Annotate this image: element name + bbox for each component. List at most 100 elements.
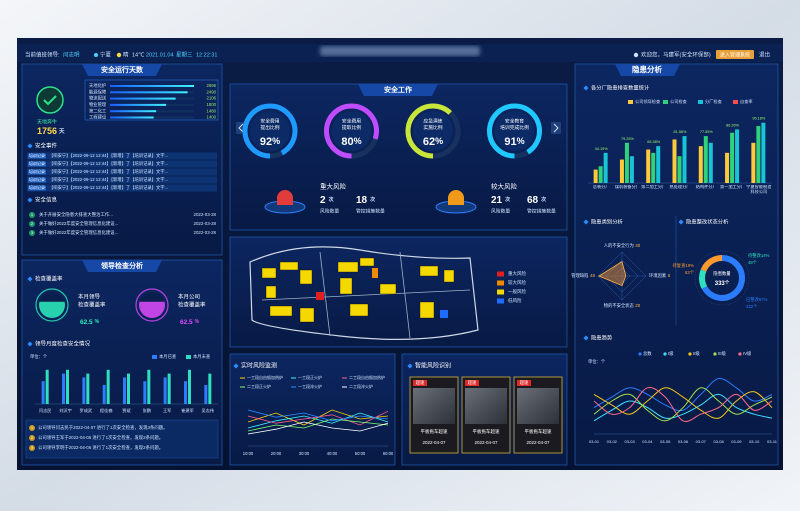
- value-text: 物的不安全状态 20: [604, 302, 641, 309]
- label: 检查覆盖率: [35, 274, 63, 282]
- x-tick-label: 程佳楠: [100, 407, 113, 414]
- section-icon: [583, 335, 589, 341]
- photo: [413, 388, 455, 424]
- label: 天地奔牛: [37, 118, 57, 125]
- legend-label: III级: [718, 350, 727, 357]
- text-part: 待复查: [673, 262, 687, 269]
- x-tick-label: 第一加工分厂: [720, 185, 745, 189]
- value-text: 18 次: [356, 195, 375, 206]
- label: 1480: [206, 108, 216, 113]
- bar: [603, 152, 608, 183]
- line: [593, 377, 773, 412]
- label: 超速: [416, 379, 425, 386]
- logout-link[interactable]: 退出: [759, 50, 770, 58]
- legend-swatch: [733, 100, 738, 104]
- bar: [45, 369, 49, 404]
- label: 检查覆盖率: [178, 300, 206, 308]
- gauge-inner: [413, 111, 453, 151]
- x-tick-label: 03-04: [642, 439, 653, 444]
- label: 培训记录: [29, 152, 45, 158]
- legend-dot: [713, 352, 717, 356]
- tag-bg: [413, 380, 427, 386]
- weather-icon: [116, 52, 122, 58]
- label: 较大风险: [491, 182, 518, 191]
- label: 隐患整改状态分析: [686, 217, 729, 225]
- text-part: 91: [504, 136, 516, 148]
- value-text: 62%: [423, 136, 443, 148]
- legend-label: 二工段淬火炉: [349, 383, 373, 389]
- value-text: 待复查19%: [673, 262, 695, 269]
- tab: [615, 64, 680, 76]
- label: 12:22:31: [196, 52, 217, 58]
- data-label: 44.19%: [595, 147, 609, 151]
- x-tick-label: 吴志伟: [202, 407, 215, 414]
- label: 提取比例: [342, 124, 361, 131]
- text-part: 人的不安全行为: [604, 242, 634, 249]
- x-tick-label: 03-10: [749, 439, 760, 444]
- label: 能源保障: [89, 88, 107, 95]
- bar: [110, 110, 157, 113]
- label: 安全事件: [35, 141, 58, 149]
- bar: [703, 136, 708, 183]
- legend-label: 自查率: [740, 98, 753, 105]
- label: 关于做好2022年度安全管理信息化建设...: [39, 220, 118, 227]
- text-part: 个: [724, 279, 730, 285]
- road: [261, 251, 471, 339]
- text-part: %: [517, 136, 525, 146]
- bar: [751, 142, 756, 183]
- label: 1: [31, 212, 34, 217]
- label: 关于开展安全隐患大排查大整治工作...: [39, 211, 113, 218]
- legend-label: 总数: [643, 350, 652, 357]
- label: 公司领导王军于2022-04-06 进行了1次安全检查，发现2条问题。: [38, 434, 163, 441]
- label: 物流配送: [89, 95, 107, 102]
- bar: [143, 381, 147, 404]
- text-part: 62.5: [180, 319, 193, 326]
- enter-link[interactable]: 进入管理系统: [720, 51, 750, 58]
- label: 2106: [206, 96, 216, 101]
- x-tick-label: 张鹏: [143, 407, 151, 414]
- label: 闫志明: [63, 50, 80, 58]
- value-text: 62.5%: [80, 319, 100, 326]
- text-part: 次: [370, 196, 375, 203]
- building: [372, 268, 378, 278]
- label: 各分厂隐患排查数量统计: [591, 83, 650, 91]
- text-part: 67%: [759, 297, 768, 302]
- enter-button[interactable]: [716, 50, 754, 59]
- value-text: 62.5%: [180, 319, 200, 326]
- gauge-inner: [331, 111, 372, 151]
- building: [299, 307, 315, 323]
- label: 重大风险: [320, 182, 347, 191]
- next-button[interactable]: [551, 122, 561, 134]
- text-part: 已整改: [746, 296, 760, 303]
- label: 工程建设: [89, 114, 107, 121]
- bar: [106, 369, 110, 404]
- bar: [123, 377, 126, 404]
- x-tick-label: 宁夏智能制造科技公司: [746, 185, 772, 194]
- building: [316, 292, 324, 300]
- site-map: [249, 246, 479, 340]
- gauge-arc: [405, 103, 461, 159]
- building: [379, 283, 397, 295]
- bar: [110, 85, 194, 87]
- value-text: 已整改67%: [746, 296, 768, 303]
- bar: [82, 377, 86, 404]
- data-label: 65.38%: [647, 140, 661, 144]
- value-text: 92%: [260, 136, 280, 148]
- text-part: 20: [635, 303, 641, 308]
- tag-bg: [28, 161, 46, 167]
- donut-halo: [694, 250, 750, 306]
- text-part: 48: [590, 273, 596, 278]
- shield-icon: [36, 86, 64, 114]
- tag-bg: [28, 169, 46, 175]
- label: 培训记录: [29, 160, 45, 166]
- gauge-arc: [487, 103, 542, 159]
- x-tick-label: 结构件分厂: [696, 185, 717, 189]
- row-bg: [27, 176, 217, 184]
- label: 本月公司: [178, 292, 200, 300]
- label: 提出比例: [260, 124, 279, 131]
- x-tick-label: 刘沃宇: [59, 407, 72, 414]
- label: 2022-04-07: [422, 440, 446, 445]
- tab: [82, 260, 162, 272]
- bar: [110, 91, 188, 94]
